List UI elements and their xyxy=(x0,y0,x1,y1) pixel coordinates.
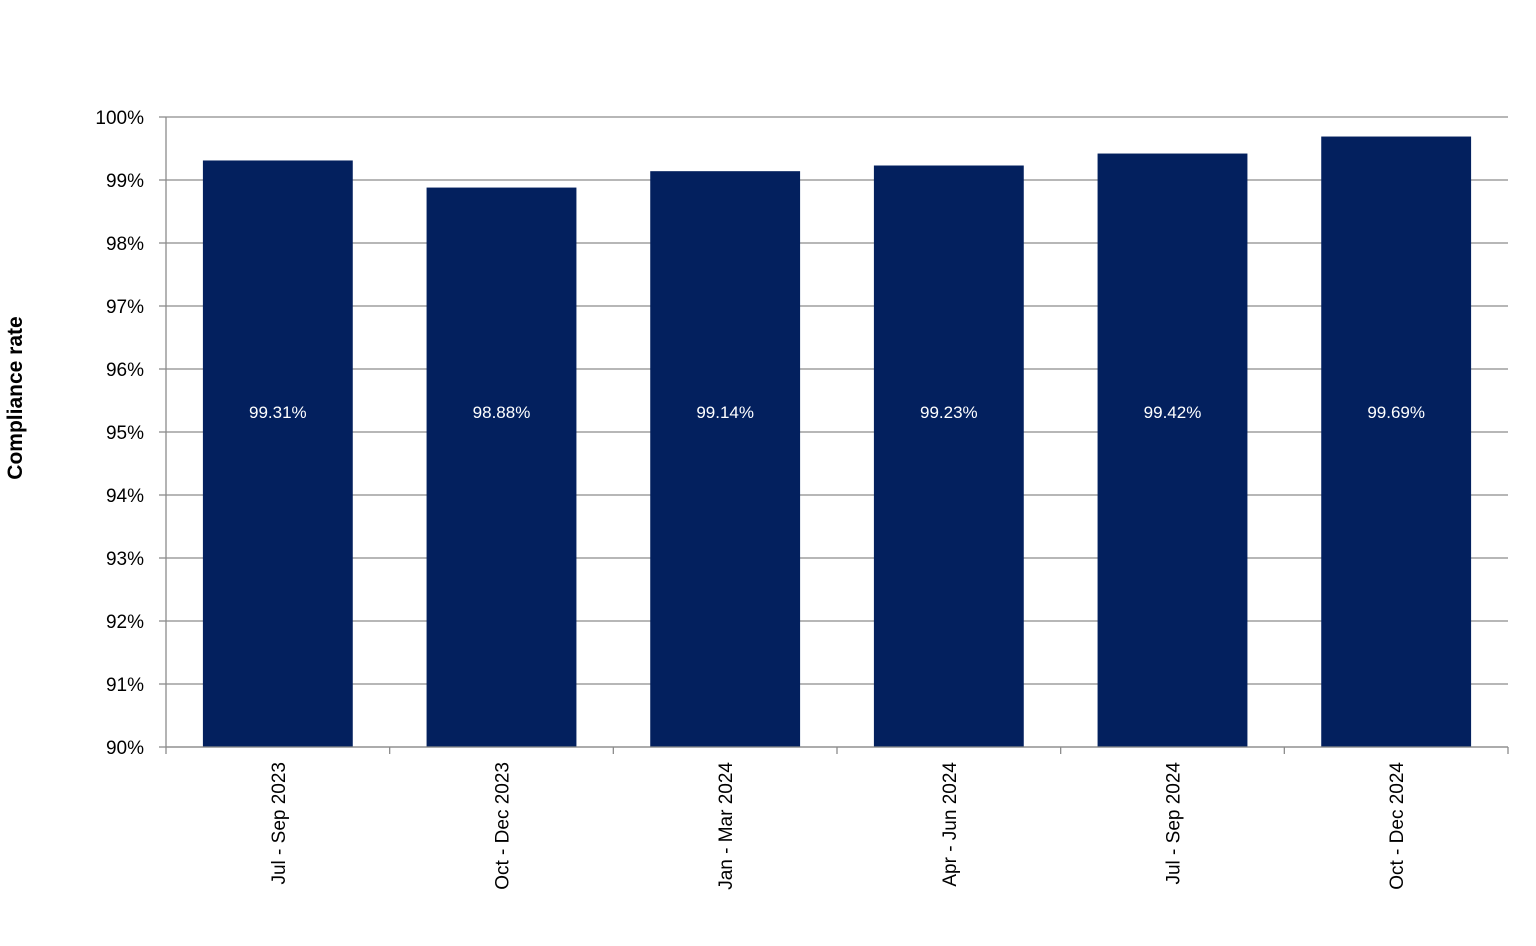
x-tick-label: Jul - Sep 2023 xyxy=(269,762,290,885)
y-tick-label: 92% xyxy=(106,612,144,633)
axes xyxy=(159,116,1509,754)
data-label: 99.42% xyxy=(1144,403,1202,422)
y-tick-label: 96% xyxy=(106,360,144,381)
y-axis-title: Compliance rate xyxy=(4,316,27,479)
data-label: 99.69% xyxy=(1367,403,1425,422)
bar xyxy=(650,171,801,747)
bars xyxy=(202,136,1472,748)
y-tick-label: 91% xyxy=(106,675,144,696)
bar xyxy=(1097,153,1248,748)
data-label: 98.88% xyxy=(473,403,531,422)
x-tick-label: Oct - Dec 2023 xyxy=(493,762,514,890)
x-tick-label: Jan - Mar 2024 xyxy=(716,762,737,890)
x-tick-label: Apr - Jun 2024 xyxy=(940,762,961,887)
bar xyxy=(426,187,577,747)
bar xyxy=(1321,136,1472,747)
data-label: 99.14% xyxy=(696,403,754,422)
data-label: 99.31% xyxy=(249,403,307,422)
x-tick-label: Oct - Dec 2024 xyxy=(1387,762,1408,890)
y-tick-label: 94% xyxy=(106,486,144,507)
y-tick-label: 93% xyxy=(106,549,144,570)
bar xyxy=(202,160,353,748)
gridlines xyxy=(166,116,1508,748)
y-tick-label: 100% xyxy=(95,108,144,129)
labels: 90% 91% 92% 93% 94% 95% 96% 97% 98% 99% 100% 99.31%… xyxy=(95,108,1425,890)
y-tick-label: 97% xyxy=(106,297,144,318)
y-tick-label: 90% xyxy=(106,738,144,759)
y-tick-label: 99% xyxy=(106,171,144,192)
x-tick-label: Jul - Sep 2024 xyxy=(1164,762,1185,885)
data-label: 99.23% xyxy=(920,403,978,422)
bar xyxy=(873,165,1024,747)
y-tick-label: 98% xyxy=(106,234,144,255)
y-tick-label: 95% xyxy=(106,423,144,444)
